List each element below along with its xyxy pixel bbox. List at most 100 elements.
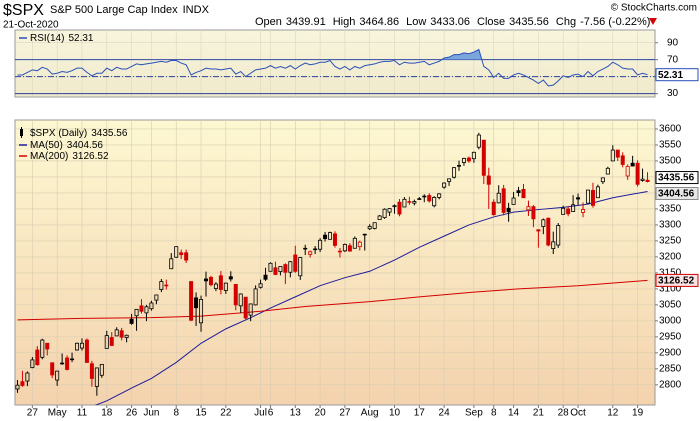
candle-body — [318, 239, 323, 250]
y-tick-label: 3200 — [659, 252, 682, 263]
candle-body — [144, 306, 149, 314]
candle-body — [70, 358, 75, 361]
candle-body — [248, 303, 253, 316]
candle-body — [427, 195, 432, 202]
credit: © StockCharts.com — [611, 3, 697, 14]
candle-body — [159, 281, 164, 290]
quote-value: -7.56 (-0.22%) — [580, 16, 650, 28]
candle-body — [50, 362, 55, 376]
price-grid — [15, 120, 655, 405]
candle-body — [496, 192, 501, 204]
ma50-last-box — [655, 186, 699, 200]
candle-body — [89, 363, 94, 379]
candle-body — [352, 237, 357, 249]
rsi-last-box — [655, 68, 699, 82]
candle-body — [25, 372, 30, 382]
candle-body — [347, 245, 352, 252]
candle-body — [536, 229, 541, 232]
candle-body — [516, 190, 521, 194]
candle-body — [471, 151, 476, 160]
candle-body — [199, 299, 204, 324]
candle-body — [546, 217, 551, 246]
candle-body — [526, 206, 531, 211]
candle-body — [561, 207, 566, 215]
candle-body — [581, 209, 586, 213]
candle-body — [60, 362, 65, 365]
quote-value: 3464.86 — [359, 16, 399, 28]
candle-body — [65, 357, 70, 370]
candle-body — [208, 276, 213, 286]
candle-body — [308, 251, 313, 255]
x-tick-label: Jun — [143, 408, 159, 419]
down-arrow — [649, 18, 657, 25]
x-tick-label: 28 — [558, 408, 570, 419]
candle-body — [442, 182, 447, 188]
candle-body — [397, 201, 402, 215]
candle-body — [556, 225, 561, 246]
candle-body — [323, 234, 328, 240]
candle-body — [15, 384, 20, 390]
rsi-last-value: 52.31 — [658, 70, 683, 81]
quote-label: Chg — [556, 16, 576, 28]
candle-body — [129, 318, 134, 324]
candle-body — [139, 305, 144, 312]
quote-label: Low — [406, 16, 426, 28]
x-tick-label: 20 — [315, 408, 327, 419]
candle-body — [40, 339, 45, 358]
candle-body — [79, 342, 84, 349]
candle-body — [461, 157, 466, 163]
candle-body — [263, 274, 268, 280]
y-tick-label: 70 — [667, 54, 679, 65]
x-tick-label: 12 — [607, 408, 619, 419]
candle-body — [407, 201, 412, 203]
x-tick-label: 15 — [195, 408, 207, 419]
candle-body — [99, 363, 104, 376]
candle-body — [184, 252, 189, 261]
candle-body — [283, 264, 288, 273]
y-tick-label: 3100 — [659, 284, 682, 295]
candle-body — [233, 284, 238, 306]
candle-body — [164, 284, 169, 287]
candle-body — [486, 175, 491, 185]
legend-entry: MA(50) 3404.56 — [30, 140, 103, 151]
candle-body — [203, 278, 208, 282]
x-tick-label: May — [48, 408, 67, 419]
candle-body — [531, 206, 536, 220]
x-tick-label: 27 — [27, 408, 39, 419]
candle-body — [541, 219, 546, 227]
candle-body — [84, 339, 89, 363]
candle-body — [55, 370, 60, 381]
candle-body — [447, 178, 452, 182]
close-last-value: 3435.56 — [658, 173, 695, 184]
y-tick-label: 30 — [667, 88, 679, 99]
x-tick-label: 6 — [268, 408, 274, 419]
date: 21-Oct-2020 — [3, 20, 59, 31]
x-tick-label: Aug — [361, 408, 379, 419]
candle-body — [506, 207, 511, 213]
candle-body — [218, 275, 223, 290]
candle-body — [278, 266, 283, 273]
quote-value: 3439.91 — [286, 16, 326, 28]
candle-body — [362, 233, 367, 236]
x-tick-label: 8 — [491, 408, 497, 419]
candle-body — [134, 308, 139, 317]
candle-body — [600, 177, 605, 183]
legend-name: MA(200) — [30, 151, 68, 162]
y-tick-label: 3000 — [659, 316, 682, 327]
candle-body — [124, 334, 129, 338]
candle-body — [630, 162, 635, 167]
candle-body — [328, 232, 333, 240]
legend-value: 52.31 — [68, 33, 93, 44]
candle-body — [149, 302, 154, 310]
candle-body — [30, 359, 35, 368]
candle-body — [357, 241, 362, 248]
x-tick-label: 19 — [632, 408, 644, 419]
candle-body — [238, 293, 243, 307]
candle-body — [94, 367, 99, 387]
candle-body — [313, 248, 318, 251]
legend-name: RSI(14) — [30, 33, 64, 44]
candle-body — [620, 155, 625, 165]
candle-body — [412, 201, 417, 204]
candle-body — [501, 188, 506, 213]
